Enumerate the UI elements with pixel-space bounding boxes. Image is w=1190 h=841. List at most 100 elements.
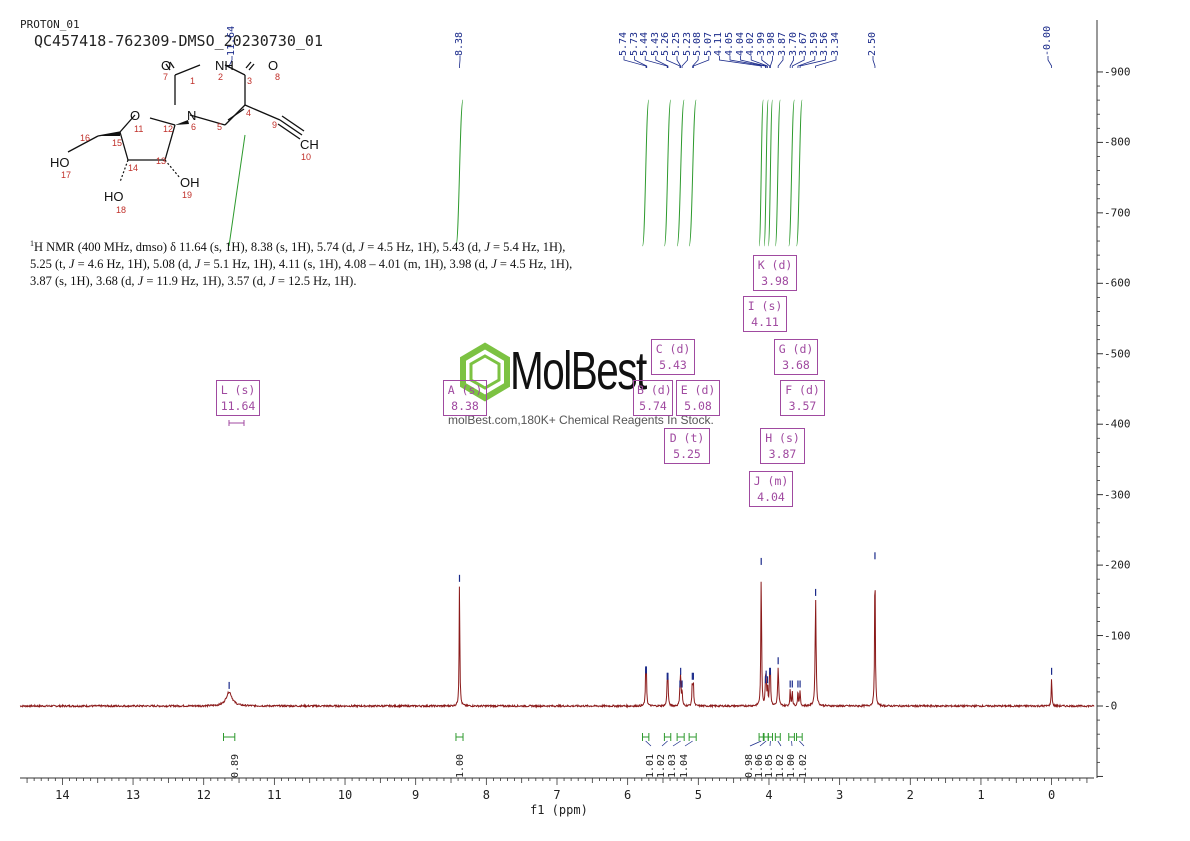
shift-label: 5.74 (618, 31, 629, 56)
shift-pointer (644, 56, 668, 68)
atom-number: 15 (112, 138, 123, 148)
shift-label: 3.98 (766, 31, 778, 56)
atom-number: 17 (61, 170, 72, 180)
atom-number: 11 (134, 124, 144, 134)
shift-label: 3.34 (830, 31, 841, 56)
atom-number: 6 (191, 122, 197, 132)
integral-pointer (684, 740, 693, 747)
integral-curve (788, 99, 795, 247)
shift-pointer (623, 56, 647, 68)
y-tick-label: -600 (1104, 276, 1131, 290)
y-tick-label: -100 (1104, 629, 1131, 643)
shift-pointer (666, 56, 681, 68)
shift-label: 3.67 (798, 31, 810, 56)
x-tick-label: 10 (337, 788, 353, 802)
shift-pointer (681, 56, 688, 68)
peak-box-A: A (s) 8.38 (443, 380, 487, 416)
y-tick-label: -800 (1104, 135, 1131, 149)
peak-box-D: D (t) 5.25 (664, 428, 710, 464)
shift-pointer (791, 56, 805, 68)
sample-label: QC457418-762309-DMSO_20230730_01 (34, 32, 323, 50)
integral-value: 0.89 (230, 753, 241, 778)
integral-pointer (645, 740, 652, 747)
shift-label: 5.23 (681, 31, 693, 56)
shift-label: 2.50 (867, 31, 878, 56)
y-tick-label: -200 (1104, 558, 1131, 572)
watermark-logo-icon (460, 342, 510, 402)
integral-value: 1.00 (786, 753, 797, 778)
shift-pointer (459, 56, 461, 68)
experiment-label: PROTON_01 (20, 18, 80, 31)
integral-curve (688, 99, 697, 247)
peak-box-B: B (d) 5.74 (633, 380, 673, 416)
shift-label: 4.04 (734, 31, 746, 56)
shift-label: 5.44 (639, 31, 651, 56)
integral-curve (642, 99, 650, 247)
integral-pointer (799, 740, 805, 747)
x-tick-label: 7 (553, 788, 561, 802)
shift-label: 3.87 (777, 31, 788, 56)
shift-label: 5.26 (660, 31, 672, 56)
x-tick-label: 4 (765, 788, 773, 802)
integral-curve (796, 99, 803, 247)
x-tick-label: 3 (836, 788, 844, 802)
atom-n6: N (187, 108, 197, 123)
atom-number: 9 (272, 120, 278, 130)
integral-value: 1.02 (775, 753, 786, 778)
x-axis-title: f1 (ppm) (530, 803, 588, 817)
shift-label: 4.11 (713, 31, 725, 56)
atom-number: 14 (128, 163, 139, 173)
x-tick-label: 13 (125, 788, 141, 802)
integral-pointer (661, 740, 668, 747)
atom-ch10: CH (300, 137, 319, 152)
atom-nh2: NH (215, 58, 234, 73)
shift-pointer (797, 56, 816, 68)
shift-pointer (655, 56, 669, 68)
integral-pointer (749, 740, 762, 747)
shift-pointer (750, 56, 768, 68)
atom-number: 18 (116, 205, 127, 215)
shift-label: -0.00 (1042, 25, 1053, 56)
shift-pointer (872, 56, 876, 68)
shift-pointer (789, 56, 794, 68)
atom-o11: O (130, 108, 141, 123)
shift-pointer (799, 56, 826, 68)
shift-label: 3.70 (787, 31, 799, 56)
y-tick-label: -500 (1104, 347, 1131, 361)
atom-number: 5 (217, 122, 223, 132)
integral-value: 1.05 (764, 753, 775, 778)
shift-pointer (719, 56, 762, 68)
atom-ho17: HO (50, 155, 70, 170)
atom-number: 4 (246, 108, 252, 118)
atom-number: 3 (247, 76, 253, 86)
shift-pointer (815, 56, 837, 68)
x-tick-label: 1 (977, 788, 985, 802)
integral-curve (774, 99, 781, 247)
shift-label: 4.02 (745, 31, 757, 56)
spectrum-line (19, 581, 1095, 709)
y-tick-label: -300 (1104, 488, 1131, 502)
shift-label: 8.38 (454, 31, 465, 56)
shift-pointer (634, 56, 648, 68)
shift-label: 3.56 (819, 31, 831, 56)
integral-curve (676, 99, 685, 247)
integral-pointer (759, 740, 767, 747)
peak-box-L: L (s) 11.64 (216, 380, 260, 416)
integral-curve (758, 99, 764, 247)
x-tick-label: 5 (694, 788, 702, 802)
peak-box-G: G (d) 3.68 (774, 339, 818, 375)
atom-number: 7 (163, 72, 169, 82)
peak-box-I: I (s) 4.11 (743, 296, 787, 332)
integral-curve (455, 99, 464, 247)
atom-o7: O (161, 58, 172, 73)
watermark-brand: MolBest (510, 341, 647, 401)
peak-box-K: K (d) 3.98 (753, 255, 797, 291)
shift-pointer (729, 56, 766, 68)
x-tick-label: 11 (267, 788, 282, 802)
shift-label: 4.05 (724, 31, 735, 56)
x-tick-label: 14 (55, 788, 70, 802)
atom-o8: O (268, 58, 279, 73)
y-tick-label: -700 (1104, 206, 1131, 220)
peak-box-H: H (s) 3.87 (760, 428, 805, 464)
y-tick-label: -400 (1104, 417, 1131, 431)
